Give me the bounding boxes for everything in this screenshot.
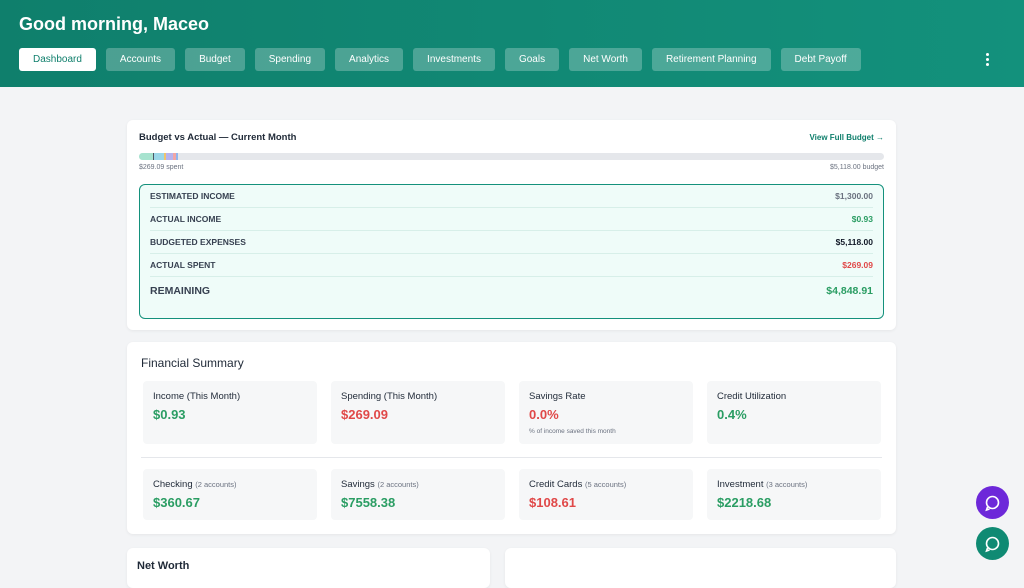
account-value: $2218.68 [717, 495, 772, 510]
nav-tab[interactable]: Budget [185, 48, 245, 71]
nav-tab[interactable]: Net Worth [569, 48, 642, 71]
card-title: Financial Summary [141, 356, 244, 370]
metric-label: Savings Rate [529, 391, 586, 402]
nav-tab[interactable]: Analytics [335, 48, 404, 71]
account-count: (3 accounts) [766, 480, 808, 489]
nav-tab[interactable]: Debt Payoff [780, 48, 861, 71]
account-count: (2 accounts) [377, 480, 419, 489]
account-tile: Credit Cards (5 accounts) $108.61 [519, 469, 693, 520]
account-label: Checking [153, 479, 193, 490]
header: Good morning, Maceo Dashboard Accounts Bud… [0, 0, 1024, 87]
account-tile: Checking (2 accounts) $360.67 [143, 469, 317, 520]
chat-icon [985, 495, 1000, 512]
row-value: $4,848.91 [826, 285, 873, 297]
card [505, 548, 896, 588]
metric-tile: Spending (This Month) $269.09 [331, 381, 505, 444]
metric-tile: Savings Rate 0.0% % of income saved this m… [519, 381, 693, 444]
row-label: BUDGETED EXPENSES [150, 237, 246, 247]
nav-tab[interactable]: Goals [504, 48, 560, 71]
budget-row: ACTUAL SPENT $269.09 [150, 254, 873, 277]
metric-value: $269.09 [341, 407, 388, 422]
nav-tab[interactable]: Retirement Planning [651, 48, 771, 71]
budget-row: BUDGETED EXPENSES $5,118.00 [150, 231, 873, 254]
account-count: (5 accounts) [584, 480, 627, 489]
metric-label: Credit Utilization [717, 391, 787, 402]
summary-card: Financial Summary Income (This Month) $0.… [127, 342, 896, 534]
metric-note: % of income saved this month [529, 428, 616, 435]
account-value: $7558.38 [341, 495, 396, 510]
account-label: Investment [717, 479, 764, 490]
net-worth-card: Net Worth [127, 548, 490, 588]
chat-button[interactable] [976, 486, 1009, 519]
budget-row: ESTIMATED INCOME $1,300.00 [150, 185, 873, 208]
budget-card: Budget vs Actual — Current Month View Fu… [127, 120, 896, 330]
account-label: Savings [341, 479, 375, 490]
account-count: (2 accounts) [195, 480, 237, 489]
nav-tab[interactable]: Investments [413, 48, 495, 71]
progress-bar [139, 153, 884, 160]
account-tile: Investment (3 accounts) $2218.68 [707, 469, 881, 520]
nav-tab[interactable]: Dashboard [19, 48, 96, 71]
metric-value: 0.0% [529, 407, 559, 422]
metric-value: 0.4% [717, 407, 747, 422]
spent-label: $269.09 spent [139, 164, 184, 171]
row-label: ACTUAL INCOME [150, 214, 222, 224]
row-label: REMAINING [150, 285, 211, 297]
metric-tile: Income (This Month) $0.93 [143, 381, 317, 444]
metric-label: Spending (This Month) [341, 391, 438, 402]
budget-label: $5,118.00 budget [830, 164, 884, 171]
row-value: $1,300.00 [835, 191, 873, 201]
account-label: Credit Cards [529, 479, 583, 490]
metric-tile: Credit Utilization 0.4% [707, 381, 881, 444]
metric-label: Income (This Month) [153, 391, 241, 402]
budget-summary: ESTIMATED INCOME $1,300.00 ACTUAL INCOME $0… [139, 184, 884, 319]
budget-row: ACTUAL INCOME $0.93 [150, 208, 873, 231]
account-tile: Savings (2 accounts) $7558.38 [331, 469, 505, 520]
account-value: $360.67 [153, 495, 200, 510]
nav-tab[interactable]: Accounts [105, 48, 176, 71]
account-value: $108.61 [529, 495, 576, 510]
metric-value: $0.93 [153, 407, 186, 422]
chat-icon [985, 536, 1000, 553]
row-value: $5,118.00 [835, 237, 873, 247]
row-value: $269.09 [842, 260, 873, 270]
view-budget-link[interactable]: View Full Budget → [809, 133, 884, 142]
row-label: ACTUAL SPENT [150, 260, 216, 270]
card-title: Budget vs Actual — Current Month [139, 132, 297, 143]
menu-button[interactable] [986, 53, 990, 68]
chat-button[interactable] [976, 527, 1009, 560]
nav-tab[interactable]: Spending [254, 48, 326, 71]
row-label: ESTIMATED INCOME [150, 191, 235, 201]
budget-row: REMAINING $4,848.91 [150, 277, 873, 305]
divider [141, 457, 882, 458]
card-title: Net Worth [137, 560, 190, 572]
greeting: Good morning, Maceo [19, 14, 210, 34]
nav-bar: Dashboard Accounts Budget Spending Analytics… [19, 48, 861, 71]
row-value: $0.93 [851, 214, 873, 224]
